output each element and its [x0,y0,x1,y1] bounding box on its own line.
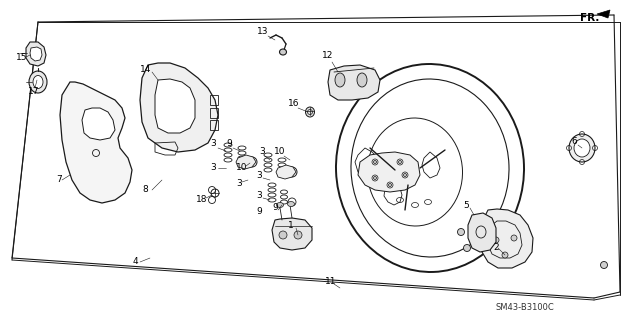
Polygon shape [328,65,380,100]
Ellipse shape [279,231,287,239]
Text: 15: 15 [16,53,28,62]
Polygon shape [597,10,610,18]
Text: 17: 17 [28,87,40,97]
Ellipse shape [493,237,499,243]
Text: 14: 14 [140,65,152,75]
Text: 9: 9 [272,203,278,211]
Polygon shape [30,47,42,61]
Text: 16: 16 [288,100,300,108]
Ellipse shape [403,174,406,176]
Ellipse shape [289,169,294,174]
Polygon shape [468,213,496,252]
Text: 13: 13 [257,27,269,36]
Ellipse shape [335,73,345,87]
Text: 10: 10 [274,147,285,157]
Ellipse shape [287,202,294,206]
Polygon shape [60,82,132,203]
Ellipse shape [29,71,47,93]
Text: 5: 5 [463,201,468,210]
Text: 7: 7 [56,175,61,184]
Ellipse shape [569,134,595,162]
Text: SM43-B3100C: SM43-B3100C [496,303,555,313]
Polygon shape [155,79,195,133]
Polygon shape [26,42,46,66]
Text: 12: 12 [322,51,333,61]
Polygon shape [276,165,296,179]
Ellipse shape [250,160,255,165]
Polygon shape [272,218,312,250]
Ellipse shape [374,176,376,180]
Text: 3: 3 [210,139,216,149]
Text: 2: 2 [493,243,499,253]
Ellipse shape [511,235,517,241]
Ellipse shape [502,252,508,258]
Text: 10: 10 [236,164,248,173]
Text: 3: 3 [256,190,262,199]
Polygon shape [480,209,533,268]
Text: 3: 3 [236,179,242,188]
Text: 9: 9 [256,207,262,217]
Ellipse shape [458,228,465,235]
Text: 18: 18 [196,196,207,204]
Text: 9: 9 [226,139,232,149]
Text: 8: 8 [142,186,148,195]
Polygon shape [140,63,218,152]
Text: 11: 11 [325,278,337,286]
Ellipse shape [463,244,470,251]
Text: 1: 1 [288,221,294,231]
Text: 6: 6 [571,137,577,146]
Ellipse shape [33,76,43,88]
Text: 3: 3 [256,170,262,180]
Ellipse shape [305,107,314,117]
Text: 4: 4 [133,257,139,266]
Ellipse shape [374,160,376,164]
Ellipse shape [574,139,590,157]
Ellipse shape [600,262,607,269]
Ellipse shape [280,49,287,55]
Ellipse shape [357,73,367,87]
Ellipse shape [399,160,401,164]
Polygon shape [358,152,420,192]
Text: FR.: FR. [580,13,600,23]
Text: 3: 3 [210,164,216,173]
Ellipse shape [388,183,392,187]
Text: 3: 3 [259,147,265,157]
Polygon shape [236,155,256,169]
Ellipse shape [276,203,284,207]
Polygon shape [82,108,115,140]
Ellipse shape [294,231,302,239]
